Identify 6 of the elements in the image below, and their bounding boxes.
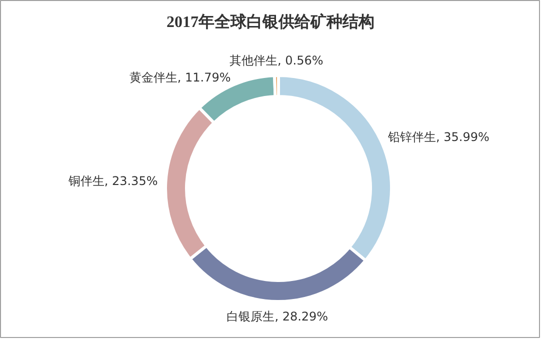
slice-label: 铅锌伴生, 35.99%: [386, 130, 490, 144]
slice-label: 其他伴生, 0.56%: [229, 54, 324, 68]
slice-label: 黄金伴生, 11.79%: [129, 70, 231, 84]
slice-label: 白银原生, 28.29%: [226, 309, 328, 324]
chart-title: 2017年全球白银供给矿种结构: [166, 13, 374, 31]
slice-label: 铜伴生, 23.35%: [67, 174, 158, 188]
